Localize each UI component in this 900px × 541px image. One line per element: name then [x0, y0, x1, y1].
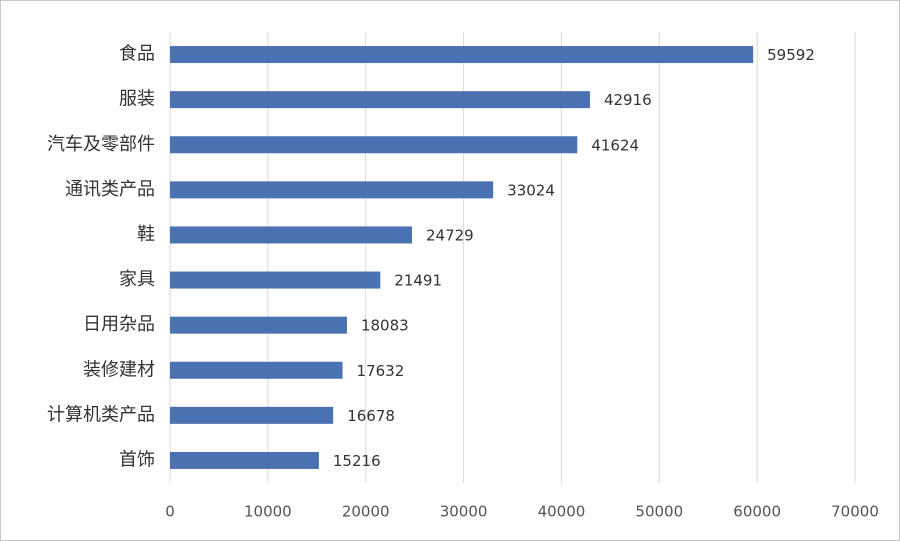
y-tick-label: 计算机类产品 — [47, 404, 155, 425]
y-tick-label: 汽车及零部件 — [47, 134, 155, 155]
bar — [170, 91, 590, 109]
value-label: 17632 — [357, 362, 405, 380]
y-tick-label: 鞋 — [137, 224, 155, 245]
x-tick-label: 60000 — [733, 503, 781, 521]
value-label: 41624 — [591, 136, 639, 154]
bar — [170, 361, 343, 379]
value-label: 21491 — [394, 272, 442, 290]
x-tick-label: 50000 — [635, 503, 683, 521]
y-tick-label: 食品 — [119, 44, 155, 65]
y-tick-label: 家具 — [119, 269, 155, 290]
bar — [170, 226, 412, 244]
bar — [170, 46, 754, 64]
bar — [170, 271, 381, 289]
y-tick-label: 装修建材 — [83, 359, 155, 380]
y-tick-label: 通讯类产品 — [65, 179, 155, 200]
value-label: 15216 — [333, 452, 381, 470]
value-label: 59592 — [767, 46, 815, 64]
value-label: 24729 — [426, 226, 474, 244]
bar — [170, 181, 494, 199]
value-label: 42916 — [604, 91, 652, 109]
y-tick-label: 服装 — [119, 89, 155, 110]
x-tick-label: 30000 — [440, 503, 488, 521]
x-tick-label: 40000 — [538, 503, 586, 521]
y-tick-label: 首饰 — [119, 449, 155, 470]
value-label: 16678 — [347, 407, 395, 425]
x-tick-label: 0 — [165, 503, 175, 521]
value-label: 33024 — [507, 181, 555, 199]
x-tick-label: 20000 — [342, 503, 390, 521]
bar — [170, 316, 347, 334]
bar — [170, 136, 578, 154]
value-label: 18083 — [361, 317, 409, 335]
bar — [170, 451, 319, 469]
x-tick-label: 70000 — [831, 503, 879, 521]
bar — [170, 406, 334, 424]
y-tick-label: 日用杂品 — [83, 314, 155, 335]
x-tick-label: 10000 — [244, 503, 292, 521]
